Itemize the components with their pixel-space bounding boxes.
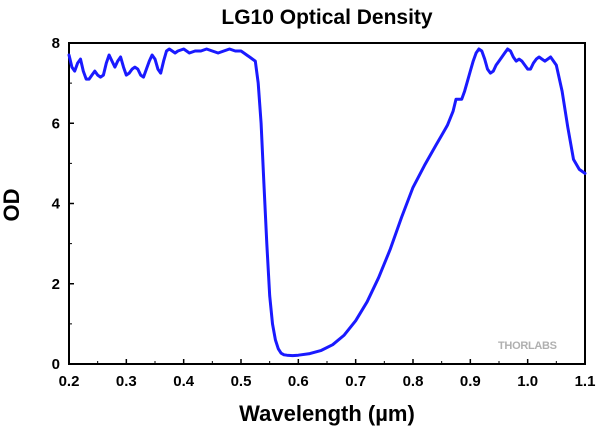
x-tick-label: 0.4	[173, 373, 195, 390]
x-tick-label: 0.7	[345, 373, 366, 390]
x-tick-label: 0.8	[403, 373, 424, 390]
watermark-logo: THORLABS	[498, 340, 557, 352]
plot-frame	[68, 42, 586, 365]
x-tick-label: 0.6	[288, 373, 309, 390]
y-tick-label: 6	[52, 115, 60, 132]
chart-title: LG10 Optical Density	[221, 6, 433, 29]
x-tick-label: 1.1	[575, 373, 596, 390]
y-tick-label: 0	[52, 356, 60, 373]
plot-area	[68, 42, 586, 365]
x-tick-label: 1.0	[517, 373, 538, 390]
x-axis: 0.2 0.3 0.4 0.5 0.6 0.7 0.8 0.9 1.0 1.1	[59, 359, 596, 390]
y-tick-label: 4	[52, 196, 61, 213]
x-axis-label: Wavelength (µm)	[239, 401, 415, 426]
y-axis-label: OD	[0, 189, 24, 222]
x-tick-label: 0.9	[460, 373, 481, 390]
y-axis: 0 2 4 6 8	[52, 35, 74, 373]
x-tick-label: 0.5	[231, 373, 252, 390]
x-tick-label: 0.2	[59, 373, 80, 390]
y-tick-label: 8	[52, 35, 60, 52]
x-tick-label: 0.3	[116, 373, 137, 390]
series-line	[67, 47, 587, 358]
y-tick-label: 2	[52, 276, 60, 293]
